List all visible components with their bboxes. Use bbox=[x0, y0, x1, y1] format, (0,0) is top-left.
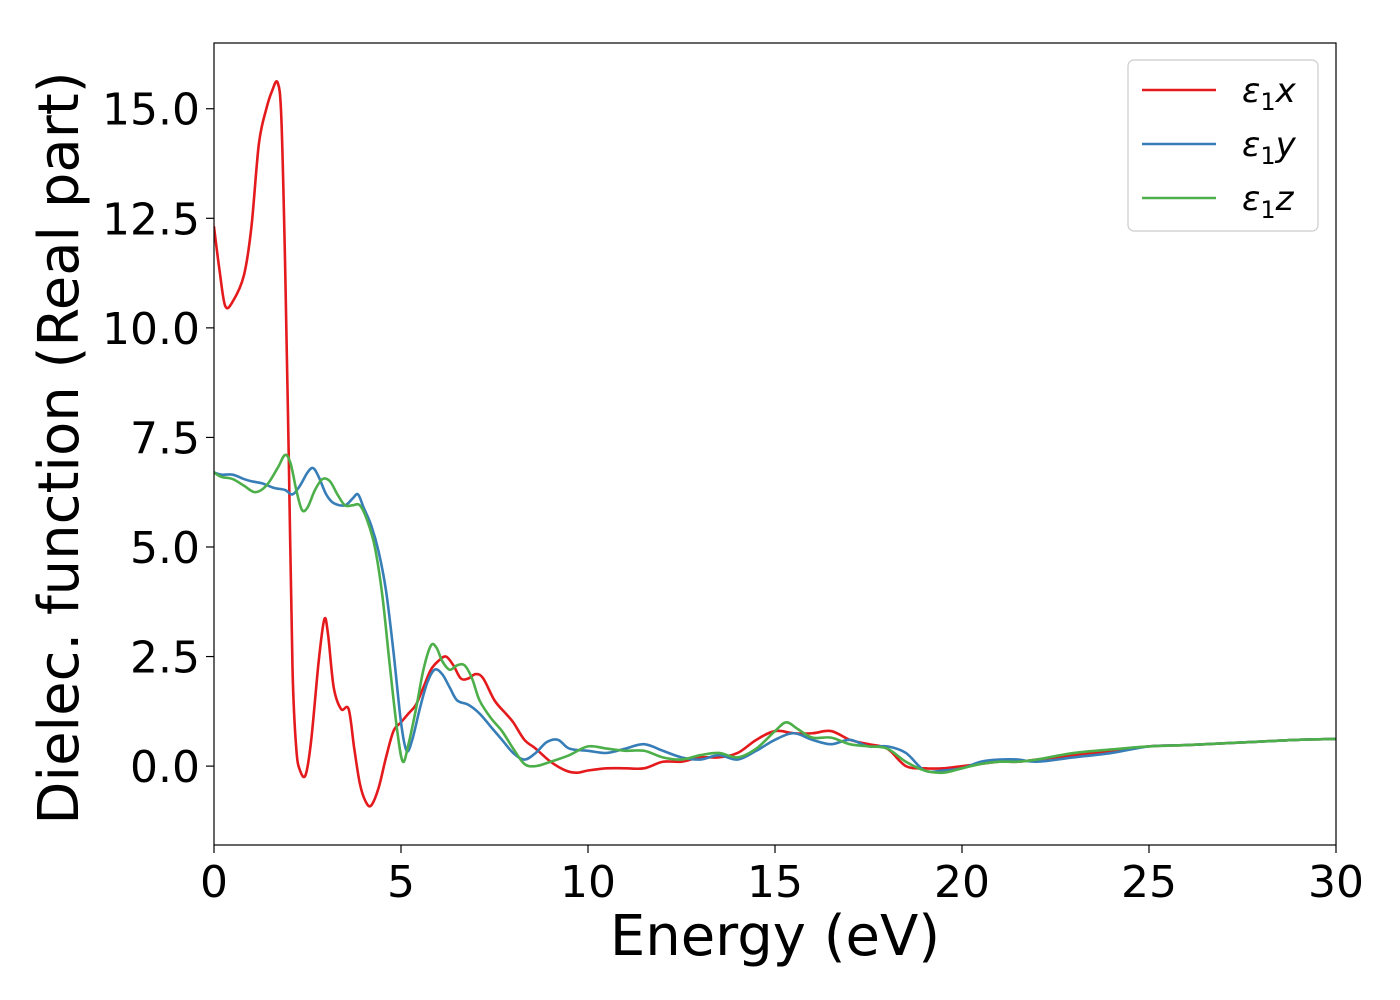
y-axis-title: Dielec. function (Real part) bbox=[27, 71, 92, 824]
x-axis-title: Energy (eV) bbox=[610, 904, 940, 969]
y-tick-label: 0.0 bbox=[130, 742, 200, 793]
series-line-eps1z bbox=[214, 453, 1336, 775]
x-tick-label: 20 bbox=[934, 857, 990, 908]
legend-label-eps1z: ε1z bbox=[1242, 179, 1295, 224]
y-tick-label: 7.5 bbox=[130, 413, 200, 464]
y-tick-label: 2.5 bbox=[130, 633, 200, 684]
x-tick-label: 30 bbox=[1308, 857, 1364, 908]
x-tick-label: 25 bbox=[1121, 857, 1177, 908]
x-tick-label: 15 bbox=[747, 857, 803, 908]
plot-area bbox=[214, 80, 1336, 808]
y-tick-label: 5.0 bbox=[130, 523, 200, 574]
legend-box bbox=[1127, 59, 1319, 232]
legend: ε1x ε1y ε1z bbox=[1127, 59, 1319, 232]
series-line-eps1y bbox=[214, 466, 1336, 774]
x-tick-label: 10 bbox=[560, 857, 616, 908]
y-tick-label: 15.0 bbox=[102, 85, 200, 136]
legend-label-eps1x: ε1x bbox=[1242, 71, 1297, 116]
x-tick-label: 0 bbox=[200, 857, 228, 908]
y-tick-label: 12.5 bbox=[102, 194, 200, 245]
legend-label-eps1y: ε1y bbox=[1242, 125, 1297, 170]
y-tick-label: 10.0 bbox=[102, 304, 200, 355]
x-axis: 0 5 10 15 20 25 30 bbox=[200, 845, 1364, 908]
y-axis: 0.0 2.5 5.0 7.5 10.0 12.5 15.0 bbox=[102, 85, 214, 793]
x-tick-label: 5 bbox=[387, 857, 415, 908]
